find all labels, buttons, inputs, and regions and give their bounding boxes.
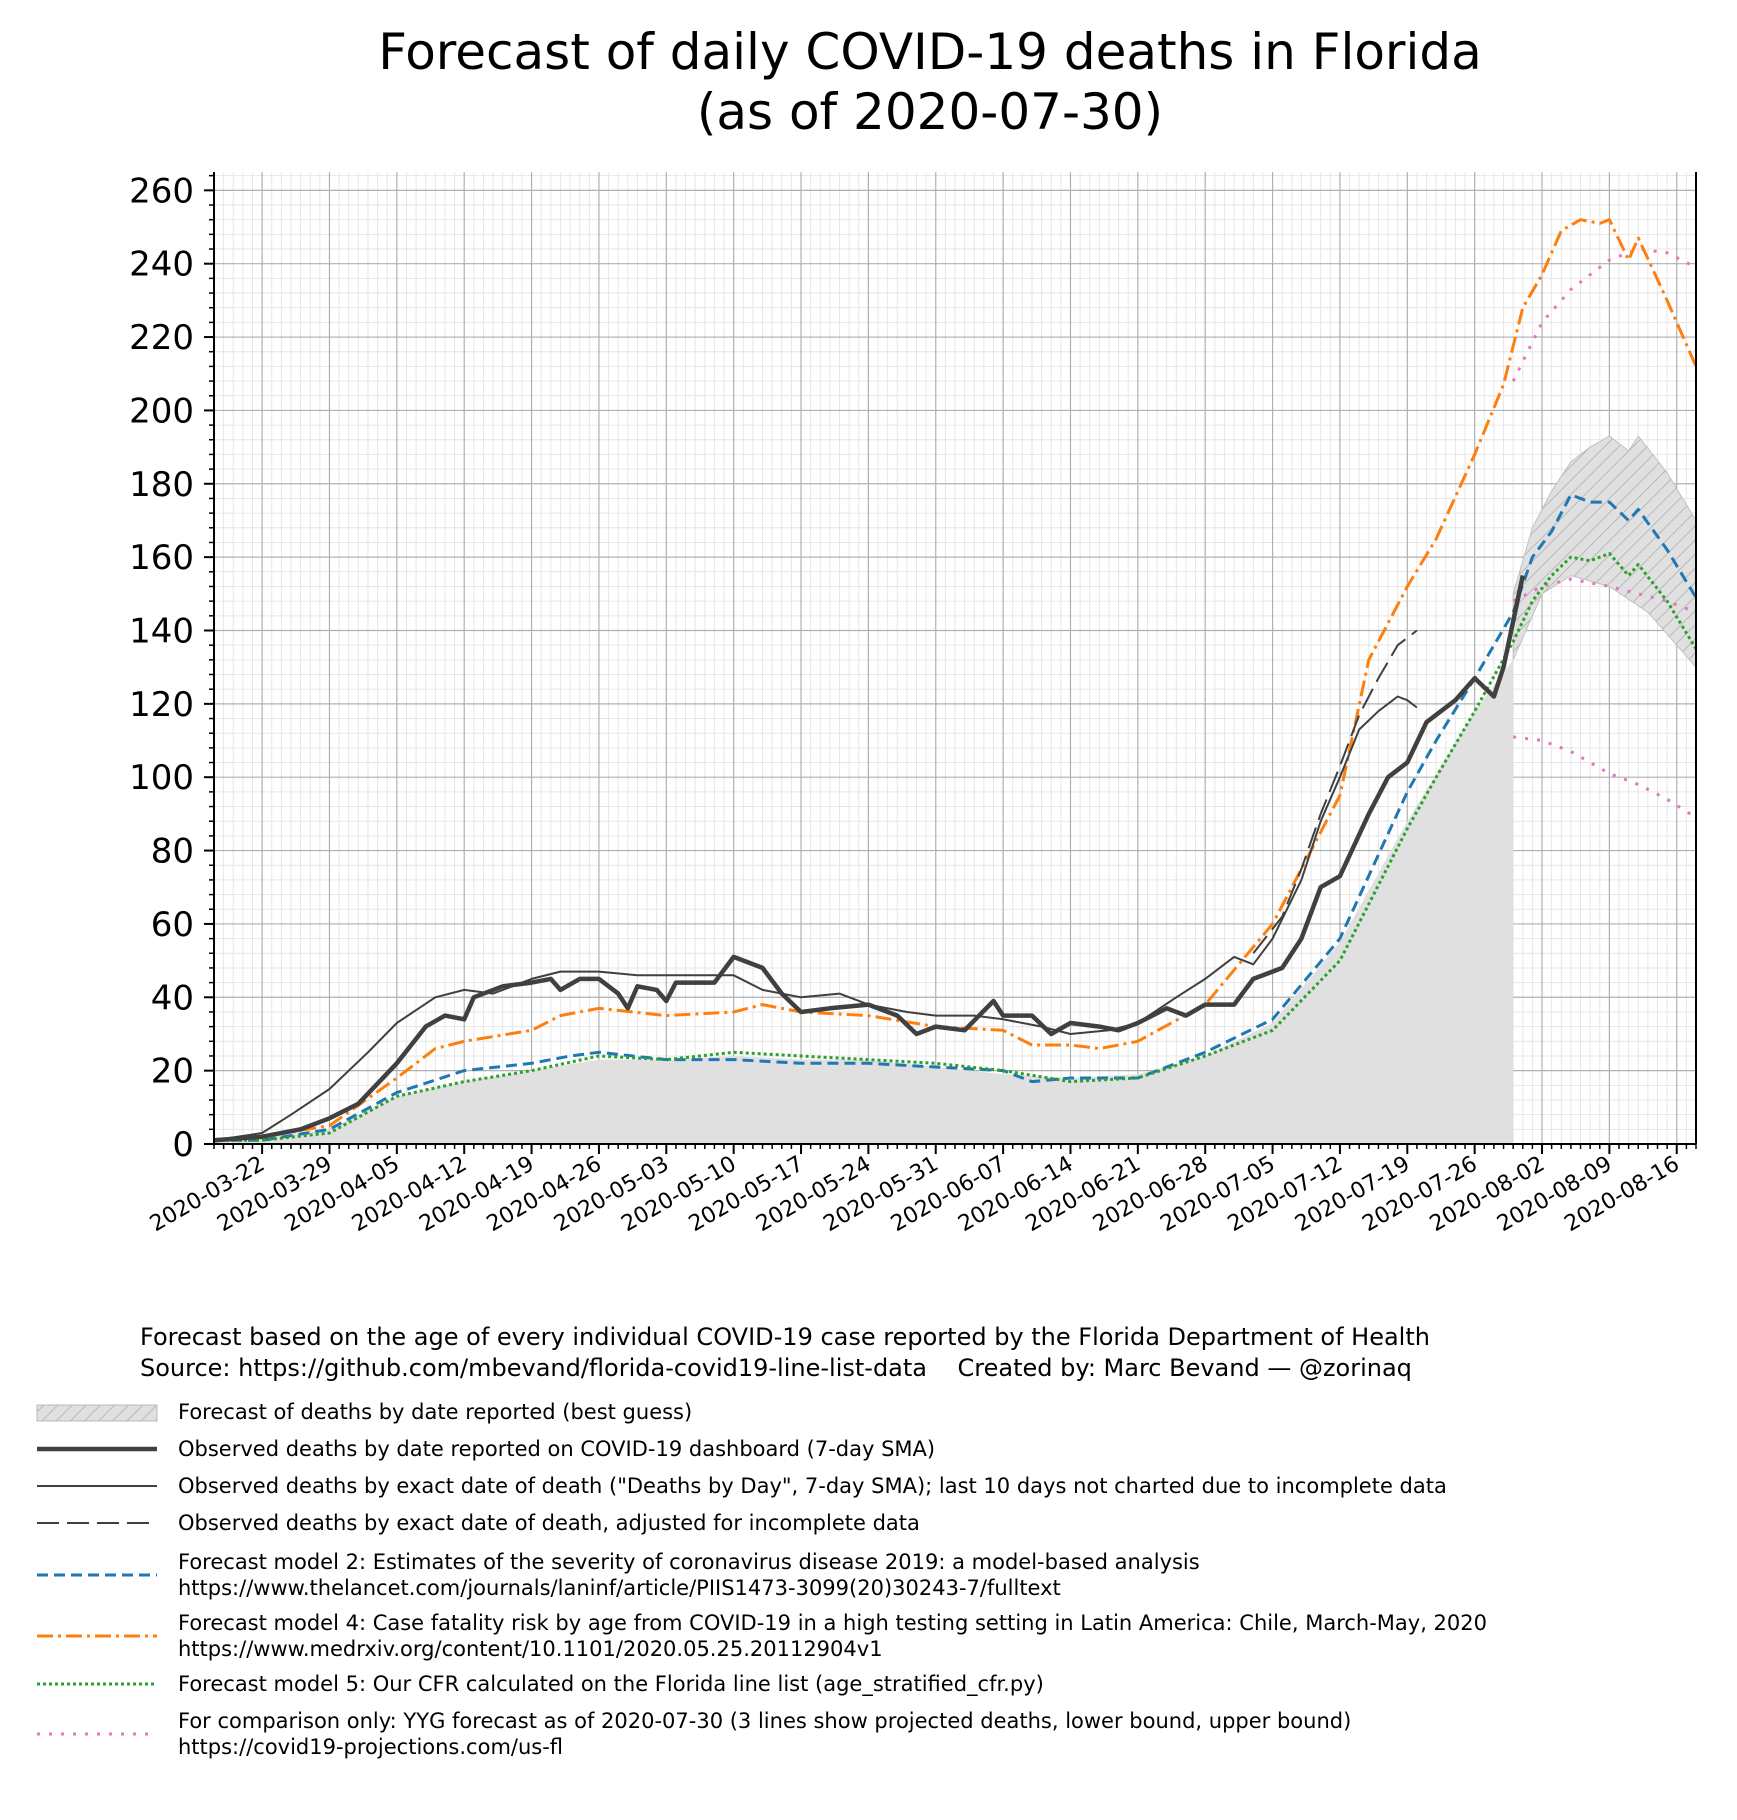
forecast-band-area [1512,435,1697,669]
adjusted-death-date-line [1252,629,1418,954]
legend-item-model5: Forecast model 5: Our CFR calculated on … [35,1671,1735,1701]
legend-text-exact: Observed deaths by exact date of death (… [178,1474,1447,1498]
y-tick-label: 40 [151,978,194,1018]
legend-item-model4: Forecast model 4: Case fatality risk by … [35,1610,1735,1662]
exact-death-date-line [213,695,1418,1142]
footer-line1: Forecast based on the age of every indiv… [140,1323,1430,1351]
y-tick-label: 20 [151,1052,194,1092]
legend-text-model5: Forecast model 5: Our CFR calculated on … [178,1672,1044,1696]
legend-text-model2: Forecast model 2: Estimates of the sever… [178,1549,1200,1601]
legend-item-model2: Forecast model 2: Estimates of the sever… [35,1549,1735,1601]
yyg-projection-line [1511,247,1697,382]
model4-line [213,218,1698,1142]
legend-text-model2-line2: https://www.thelancet.com/journals/lanin… [178,1576,1061,1600]
legend-swatch-model4 [37,1634,157,1638]
y-tick-label: 260 [129,171,194,211]
chart-title: Forecast of daily COVID-19 deaths in Flo… [0,22,1737,142]
legend-item-adjusted: Observed deaths by exact date of death, … [35,1510,1735,1540]
legend-item-dashboard: Observed deaths by date reported on COVI… [35,1436,1735,1466]
y-tick-label: 180 [129,465,194,505]
y-tick-label: 80 [151,832,194,872]
legend-text-model4: Forecast model 4: Case fatality risk by … [178,1610,1487,1662]
legend-text-dashboard: Observed deaths by date reported on COVI… [178,1437,936,1461]
legend-swatch-dashboard [37,1446,157,1452]
legend-text-model2-line1: Forecast model 2: Estimates of the sever… [178,1550,1200,1574]
x-axis-ticks: 2020-03-222020-03-292020-04-052020-04-12… [146,1144,1697,1237]
y-tick-label: 160 [129,538,194,578]
footer-line2: Source: https://github.com/mbevand/flori… [140,1354,1412,1382]
legend-text-yyg: For comparison only: YYG forecast as of … [178,1708,1351,1760]
legend-text-adjusted: Observed deaths by exact date of death, … [178,1511,920,1535]
legend-text-yyg-line1: For comparison only: YYG forecast as of … [178,1709,1352,1733]
y-axis-ticks: 0 20 40 60 80 100 120 140 160 180 200 220 240 260 [129,171,214,1165]
chart-plot: 0 20 40 60 80 100 120 140 160 180 200 220 240 260 202… [129,171,1698,1237]
forecast-band [214,435,1697,1144]
y-tick-label: 220 [129,318,194,358]
y-tick-label: 60 [151,905,194,945]
legend-text-model4-line1: Forecast model 4: Case fatality risk by … [178,1611,1488,1635]
series-lines [213,218,1698,1143]
chart-title-line1: Forecast of daily COVID-19 deaths in Flo… [378,23,1482,81]
legend-swatch-forecast-band [36,1404,158,1422]
chart-footer: Forecast based on the age of every indiv… [140,1322,1430,1384]
dashboard-line [213,575,1526,1143]
model2-line [214,493,1698,1142]
legend-swatch-model2 [37,1573,157,1577]
chart-title-line2: (as of 2020-07-30) [696,83,1164,141]
y-tick-label: 100 [129,758,194,798]
legend-text-yyg-line2: https://covid19-projections.com/us-fl [178,1735,564,1759]
legend-text-model4-line2: https://www.medrxiv.org/content/10.1101/… [178,1637,883,1661]
legend-text-forecast-band: Forecast of deaths by date reported (bes… [178,1400,693,1424]
y-tick-label: 0 [172,1125,194,1165]
y-tick-label: 120 [129,685,194,725]
observed-band-area [214,659,1514,1144]
legend-swatch-model5 [37,1682,157,1686]
model5-line [214,552,1698,1142]
legend-swatch-adjusted [37,1522,157,1524]
y-tick-label: 240 [129,245,194,285]
y-tick-label: 200 [129,391,194,431]
legend-swatch-yyg [37,1732,157,1736]
legend-item-exact: Observed deaths by exact date of death (… [35,1473,1735,1503]
y-tick-label: 140 [129,611,194,651]
legend-swatch-exact [37,1485,157,1487]
legend-item-forecast-band: Forecast of deaths by date reported (bes… [35,1399,1735,1429]
legend-item-yyg: For comparison only: YYG forecast as of … [35,1708,1735,1760]
